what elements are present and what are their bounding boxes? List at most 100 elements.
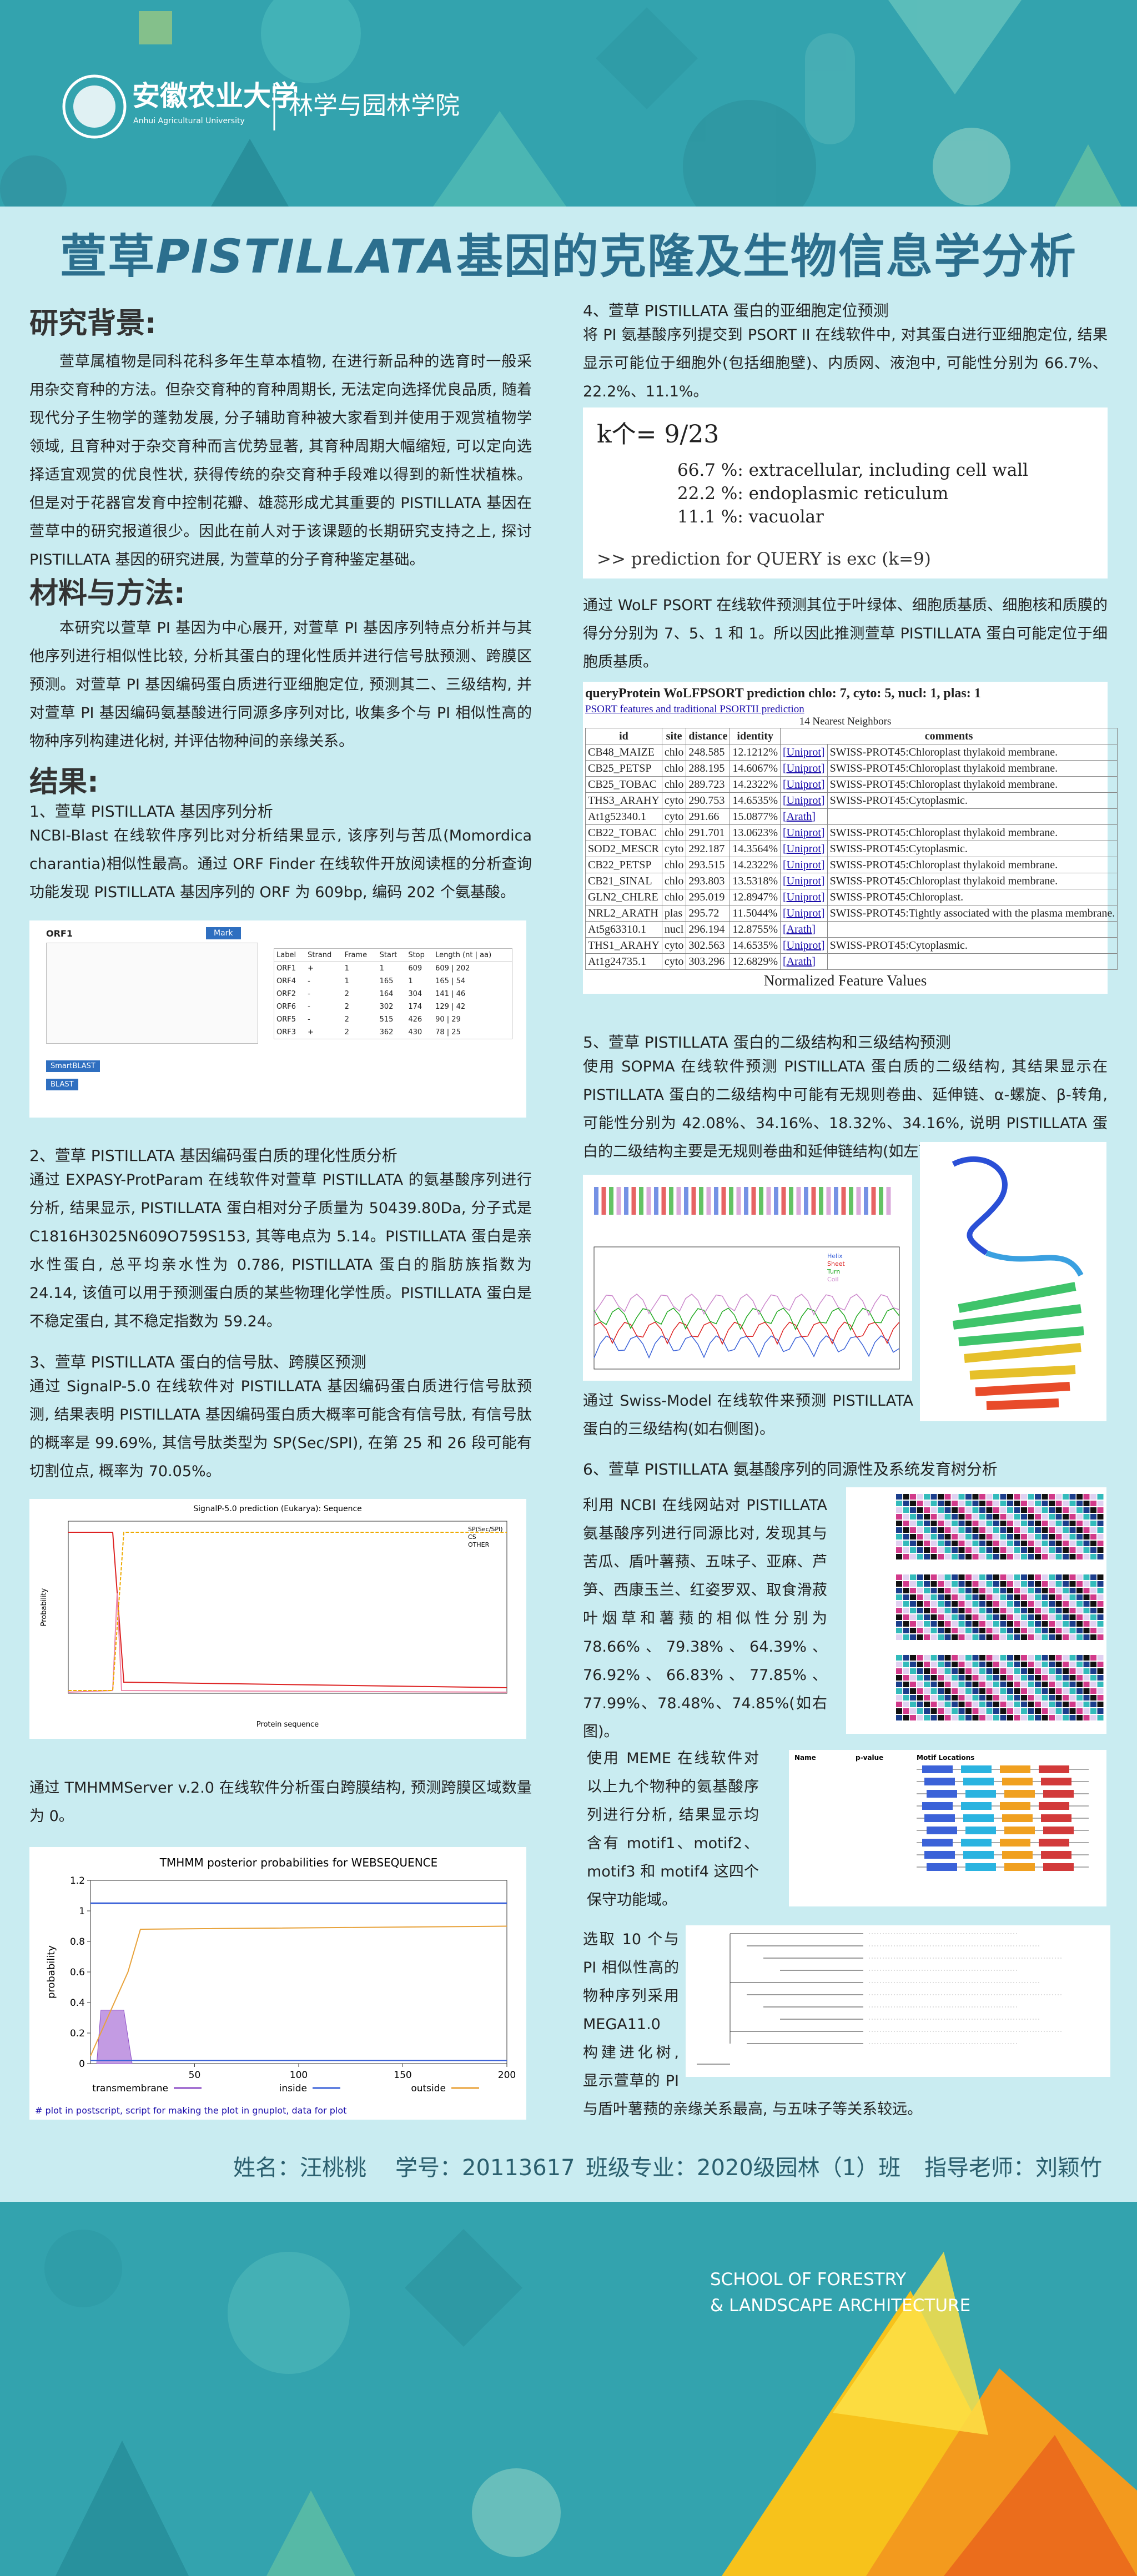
alignment-cell bbox=[917, 1501, 923, 1506]
alignment-cell bbox=[1090, 1501, 1096, 1506]
alignment-cell bbox=[1014, 1601, 1020, 1607]
alignment-cell bbox=[965, 1521, 972, 1526]
alignment-cell bbox=[944, 1534, 951, 1539]
alignment-cell bbox=[1063, 1554, 1069, 1559]
alignment-cell bbox=[1028, 1541, 1034, 1546]
table-row: GLN2_CHLRE chlo 295.019 12.8947% [Uniprot] SW… bbox=[585, 889, 1118, 905]
structure-strip bbox=[856, 1187, 861, 1215]
alignment-cell bbox=[930, 1501, 937, 1506]
table-cell: - bbox=[308, 1003, 310, 1011]
alignment-cell bbox=[1021, 1594, 1027, 1600]
alignment-cell bbox=[896, 1594, 902, 1600]
table-cell: At1g24735.1 bbox=[585, 953, 662, 970]
alignment-cell bbox=[1035, 1541, 1041, 1546]
alignment-cell bbox=[910, 1514, 916, 1520]
table-header-cell: Start bbox=[377, 948, 406, 962]
alignment-cell bbox=[993, 1708, 999, 1714]
alignment-cell bbox=[1063, 1702, 1069, 1707]
alignment-cell bbox=[1063, 1594, 1069, 1600]
alignment-cell bbox=[1090, 1695, 1096, 1700]
alignment-cell bbox=[1055, 1507, 1062, 1513]
table-cell: 78 | 25 bbox=[435, 1028, 461, 1037]
alignment-cell bbox=[1076, 1588, 1083, 1593]
alignment-cell bbox=[1000, 1521, 1007, 1526]
alignment-cell bbox=[972, 1628, 979, 1633]
alignment-cell bbox=[1069, 1708, 1076, 1714]
alignment-cell bbox=[1014, 1662, 1020, 1667]
structure-strip bbox=[789, 1187, 793, 1215]
table-cell: CB22_TOBAC bbox=[585, 824, 662, 841]
alignment-cell bbox=[1083, 1507, 1090, 1513]
alignment-cell bbox=[930, 1507, 937, 1513]
alignment-cell bbox=[896, 1521, 902, 1526]
alignment-cell bbox=[1028, 1514, 1034, 1520]
alignment-cell bbox=[1076, 1547, 1083, 1553]
table-cell: ORF1 bbox=[276, 964, 296, 973]
alignment-cell bbox=[930, 1588, 937, 1593]
alignment-cell bbox=[1049, 1494, 1055, 1500]
alignment-cell bbox=[1055, 1574, 1062, 1580]
alignment-cell bbox=[1063, 1588, 1069, 1593]
alignment-cell bbox=[1090, 1554, 1096, 1559]
title-part: 基因的克隆及生物信息学分析 bbox=[456, 229, 1077, 284]
alignment-cell bbox=[1063, 1608, 1069, 1613]
alignment-cell bbox=[1021, 1574, 1027, 1580]
legend-label: Helix bbox=[827, 1252, 843, 1260]
table-cell: 13.5318% bbox=[730, 873, 781, 889]
alignment-cell bbox=[938, 1668, 944, 1674]
motif-block bbox=[965, 1790, 996, 1798]
alignment-cell bbox=[1014, 1702, 1020, 1707]
table-cell: SWISS-PROT45:Cytoplasmic. bbox=[827, 937, 1118, 954]
alignment-cell bbox=[938, 1608, 944, 1613]
alignment-cell bbox=[1069, 1514, 1076, 1520]
table-cell: [Arath] bbox=[780, 921, 828, 938]
table-cell: 14.2322% bbox=[730, 857, 781, 873]
table-cell: [Arath] bbox=[780, 953, 828, 970]
alignment-cell bbox=[1097, 1621, 1104, 1627]
alignment-cell bbox=[1014, 1494, 1020, 1500]
alignment-cell bbox=[930, 1628, 937, 1633]
table-cell: 290.753 bbox=[686, 792, 731, 809]
alignment-cell bbox=[1049, 1608, 1055, 1613]
alignment-cell bbox=[1097, 1588, 1104, 1593]
table-cell: 12.6829% bbox=[730, 953, 781, 970]
alignment-cell bbox=[924, 1682, 930, 1687]
alignment-cell bbox=[1083, 1547, 1090, 1553]
table-cell: 302 bbox=[379, 1003, 394, 1011]
alignment-cell bbox=[1069, 1682, 1076, 1687]
alignment-cell bbox=[1097, 1541, 1104, 1546]
alignment-cell bbox=[952, 1554, 958, 1559]
wolf-table: id site distance identity comments CB48_MAIZE… bbox=[585, 728, 1118, 970]
alignment-cell bbox=[1055, 1554, 1062, 1559]
alignment-cell bbox=[1076, 1507, 1083, 1513]
alignment-cell bbox=[1035, 1534, 1041, 1539]
blast-button: BLAST bbox=[46, 1079, 78, 1090]
alignment-cell bbox=[1090, 1527, 1096, 1533]
table-cell: [Uniprot] bbox=[780, 792, 828, 809]
x-tick-label: 150 bbox=[394, 2070, 411, 2081]
alignment-cell bbox=[1007, 1521, 1013, 1526]
alignment-cell bbox=[965, 1574, 972, 1580]
alignment-cell bbox=[896, 1534, 902, 1539]
table-cell: 2 bbox=[344, 1003, 349, 1011]
structure-strip bbox=[721, 1187, 726, 1215]
alignment-cell bbox=[952, 1507, 958, 1513]
alignment-cell bbox=[1076, 1534, 1083, 1539]
college-name: 林学与园林学院 bbox=[289, 92, 460, 120]
alignment-cell bbox=[924, 1695, 930, 1700]
motif-block bbox=[1002, 1778, 1033, 1785]
alignment-cell bbox=[938, 1588, 944, 1593]
alignment-cell bbox=[1000, 1668, 1007, 1674]
alignment-cell bbox=[1055, 1655, 1062, 1661]
alignment-cell bbox=[993, 1588, 999, 1593]
motif-block bbox=[1041, 1814, 1071, 1822]
alignment-cell bbox=[938, 1534, 944, 1539]
y-axis-label: probability bbox=[46, 1945, 57, 1999]
alignment-cell bbox=[1035, 1521, 1041, 1526]
alignment-cell bbox=[938, 1675, 944, 1681]
alignment-cell bbox=[938, 1715, 944, 1720]
alignment-cell bbox=[1090, 1594, 1096, 1600]
alignment-cell bbox=[910, 1715, 916, 1720]
table-cell: SWISS-PROT45:Chloroplast thylakoid membr… bbox=[827, 824, 1118, 841]
alignment-cell bbox=[944, 1682, 951, 1687]
